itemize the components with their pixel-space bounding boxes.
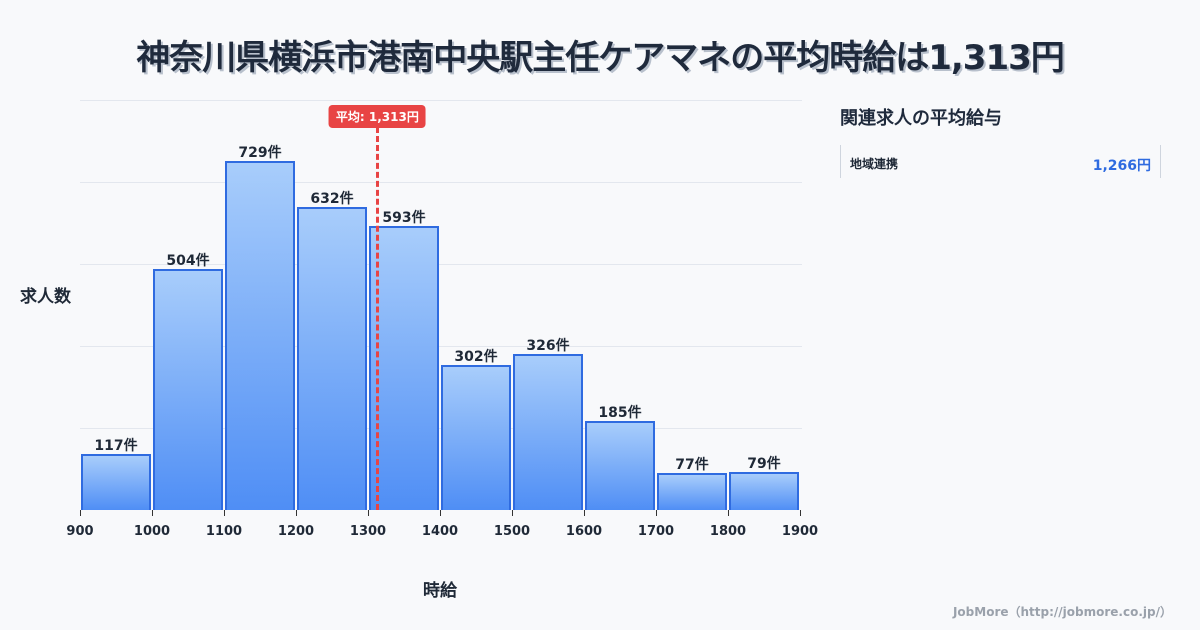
histogram-bar[interactable]: 117件	[81, 438, 151, 510]
bar-value-label: 326件	[526, 337, 570, 354]
x-tick	[80, 510, 81, 516]
related-job-value: 1,266円	[1092, 158, 1151, 174]
x-tick-label: 1200	[277, 524, 315, 539]
bar-value-label: 79件	[747, 456, 781, 473]
related-salary-title: 関連求人の平均給与	[840, 108, 1002, 129]
bar-value-label: 302件	[454, 349, 498, 366]
x-tick	[512, 510, 513, 516]
histogram-bar[interactable]: 326件	[513, 338, 583, 510]
footer-credit: JobMore（http://jobmore.co.jp/）	[952, 605, 1172, 619]
gridline	[80, 182, 802, 183]
x-tick	[656, 510, 657, 516]
bar-value-label: 77件	[675, 457, 709, 474]
histogram-bar[interactable]: 593件	[369, 210, 439, 510]
histogram-bar[interactable]: 729件	[225, 145, 295, 510]
average-line	[376, 127, 380, 510]
x-tick	[440, 510, 441, 516]
histogram-bar[interactable]: 302件	[441, 349, 511, 510]
related-job-label: 地域連携	[850, 157, 899, 171]
bar-value-label: 632件	[310, 191, 354, 208]
x-tick-label: 1900	[781, 524, 819, 539]
histogram-chart: 117件 504件 729件 632件 593件 302件 326件 185件 77件 79件 平均…	[80, 100, 802, 510]
histogram-bar[interactable]: 77件	[657, 457, 727, 510]
x-tick-label: 1600	[565, 524, 603, 539]
x-tick-label: 1000	[133, 524, 171, 539]
histogram-bar[interactable]: 632件	[297, 191, 367, 510]
x-tick	[368, 510, 369, 516]
x-tick	[728, 510, 729, 516]
x-axis: 900 1000 1100 1200 1300 1400 1500 1600 1700 1800 1…	[66, 510, 818, 550]
gridline	[80, 264, 802, 265]
bar-value-label: 185件	[598, 405, 642, 422]
x-tick-label: 900	[66, 524, 94, 539]
bar-value-label: 117件	[94, 437, 138, 454]
histogram-bar[interactable]: 185件	[585, 405, 655, 510]
x-tick-label: 1700	[637, 524, 675, 539]
x-tick-label: 1500	[493, 524, 531, 539]
histogram-bar[interactable]: 504件	[153, 253, 223, 510]
bar-value-label: 593件	[382, 209, 426, 226]
average-badge: 平均: 1,313円	[328, 105, 426, 128]
page-title: 神奈川県横浜市港南中央駅主任ケアマネの平均時給は1,313円	[136, 38, 1065, 78]
x-tick	[584, 510, 585, 516]
x-axis-label: 時給	[423, 581, 457, 601]
y-axis-label: 求人数	[20, 287, 71, 307]
x-tick	[152, 510, 153, 516]
x-tick-label: 1800	[709, 524, 747, 539]
x-tick	[296, 510, 297, 516]
bar-value-label: 504件	[166, 252, 210, 269]
bar-value-label: 729件	[238, 144, 282, 161]
gridline	[80, 100, 802, 101]
gridline	[80, 346, 802, 347]
x-tick-label: 1300	[349, 524, 387, 539]
x-tick	[224, 510, 225, 516]
x-tick-label: 1400	[421, 524, 459, 539]
histogram-bar[interactable]: 79件	[729, 456, 799, 510]
x-tick-label: 1100	[205, 524, 243, 539]
related-salary-row[interactable]: 地域連携 1,266円	[840, 145, 1161, 178]
x-tick	[800, 510, 801, 516]
